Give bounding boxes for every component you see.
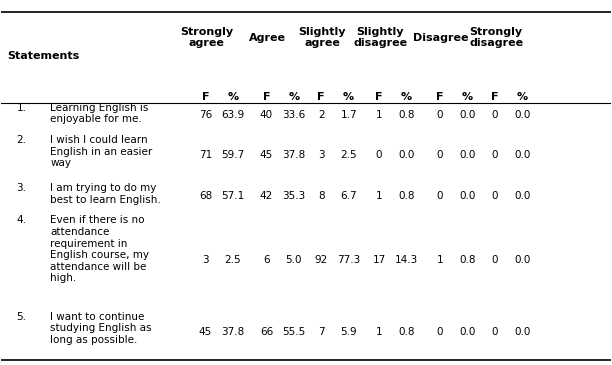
Text: Slightly
disagree: Slightly disagree [353, 27, 408, 49]
Text: 0.0: 0.0 [514, 150, 531, 161]
Text: 71: 71 [199, 150, 212, 161]
Text: 1: 1 [376, 327, 382, 337]
Text: 0: 0 [437, 150, 443, 161]
Text: 1: 1 [376, 110, 382, 120]
Text: 0: 0 [376, 150, 382, 161]
Text: Strongly
agree: Strongly agree [180, 27, 233, 49]
Text: 0.0: 0.0 [459, 150, 476, 161]
Text: F: F [202, 92, 209, 102]
Text: 3: 3 [318, 150, 324, 161]
Text: 57.1: 57.1 [222, 191, 245, 201]
Text: I am trying to do my
best to learn English.: I am trying to do my best to learn Engli… [50, 183, 161, 205]
Text: 0.0: 0.0 [514, 255, 531, 265]
Text: Strongly
disagree: Strongly disagree [469, 27, 523, 49]
Text: 63.9: 63.9 [222, 110, 245, 120]
Text: 0.0: 0.0 [514, 191, 531, 201]
Text: I want to continue
studying English as
long as possible.: I want to continue studying English as l… [50, 312, 152, 345]
Text: %: % [227, 92, 239, 102]
Text: 0.0: 0.0 [514, 327, 531, 337]
Text: 76: 76 [199, 110, 212, 120]
Text: 0.0: 0.0 [459, 327, 476, 337]
Text: 5.9: 5.9 [340, 327, 357, 337]
Text: Even if there is no
attendance
requirement in
English course, my
attendance will: Even if there is no attendance requireme… [50, 215, 149, 283]
Text: 1: 1 [437, 255, 443, 265]
Text: 59.7: 59.7 [222, 150, 245, 161]
Text: 0.8: 0.8 [398, 191, 415, 201]
Text: 0.0: 0.0 [459, 110, 476, 120]
Text: 0: 0 [491, 255, 498, 265]
Text: 1.: 1. [17, 103, 26, 113]
Text: 6.7: 6.7 [340, 191, 357, 201]
Text: 68: 68 [199, 191, 212, 201]
Text: 1.7: 1.7 [340, 110, 357, 120]
Text: 7: 7 [318, 327, 324, 337]
Text: Learning English is
enjoyable for me.: Learning English is enjoyable for me. [50, 103, 149, 124]
Text: 2: 2 [318, 110, 324, 120]
Text: 0.8: 0.8 [398, 327, 415, 337]
Text: 4.: 4. [17, 215, 26, 225]
Text: 45: 45 [199, 327, 212, 337]
Text: 66: 66 [259, 327, 273, 337]
Text: 14.3: 14.3 [395, 255, 418, 265]
Text: F: F [375, 92, 383, 102]
Text: 37.8: 37.8 [222, 327, 245, 337]
Text: 0: 0 [437, 110, 443, 120]
Text: Statements: Statements [7, 51, 80, 61]
Text: 0.0: 0.0 [398, 150, 415, 161]
Text: 0.8: 0.8 [398, 110, 415, 120]
Text: %: % [517, 92, 528, 102]
Text: 40: 40 [260, 110, 273, 120]
Text: 0: 0 [437, 327, 443, 337]
Text: 0: 0 [491, 191, 498, 201]
Text: 0: 0 [491, 110, 498, 120]
Text: 33.6: 33.6 [282, 110, 305, 120]
Text: Slightly
agree: Slightly agree [299, 27, 346, 49]
Text: F: F [263, 92, 270, 102]
Text: 55.5: 55.5 [282, 327, 305, 337]
Text: 2.: 2. [17, 135, 26, 145]
Text: 17: 17 [373, 255, 386, 265]
Text: 45: 45 [259, 150, 273, 161]
Text: %: % [462, 92, 473, 102]
Text: %: % [401, 92, 412, 102]
Text: 0: 0 [491, 150, 498, 161]
Text: 77.3: 77.3 [337, 255, 360, 265]
Text: 0: 0 [437, 191, 443, 201]
Text: 42: 42 [259, 191, 273, 201]
Text: 0.8: 0.8 [459, 255, 476, 265]
Text: 6: 6 [263, 255, 270, 265]
Text: 0: 0 [491, 327, 498, 337]
Text: 1: 1 [376, 191, 382, 201]
Text: 35.3: 35.3 [282, 191, 305, 201]
Text: %: % [288, 92, 299, 102]
Text: F: F [318, 92, 325, 102]
Text: 5.: 5. [17, 312, 26, 322]
Text: 5.0: 5.0 [286, 255, 302, 265]
Text: 92: 92 [315, 255, 328, 265]
Text: Disagree: Disagree [414, 32, 469, 43]
Text: %: % [343, 92, 354, 102]
Text: 37.8: 37.8 [282, 150, 305, 161]
Text: 2.5: 2.5 [225, 255, 241, 265]
Text: 2.5: 2.5 [340, 150, 357, 161]
Text: 0.0: 0.0 [514, 110, 531, 120]
Text: Agree: Agree [249, 32, 286, 43]
Text: 3: 3 [202, 255, 209, 265]
Text: I wish I could learn
English in an easier
way: I wish I could learn English in an easie… [50, 135, 152, 168]
Text: 8: 8 [318, 191, 324, 201]
Text: F: F [436, 92, 444, 102]
Text: 3.: 3. [17, 183, 26, 193]
Text: F: F [491, 92, 499, 102]
Text: 0.0: 0.0 [459, 191, 476, 201]
